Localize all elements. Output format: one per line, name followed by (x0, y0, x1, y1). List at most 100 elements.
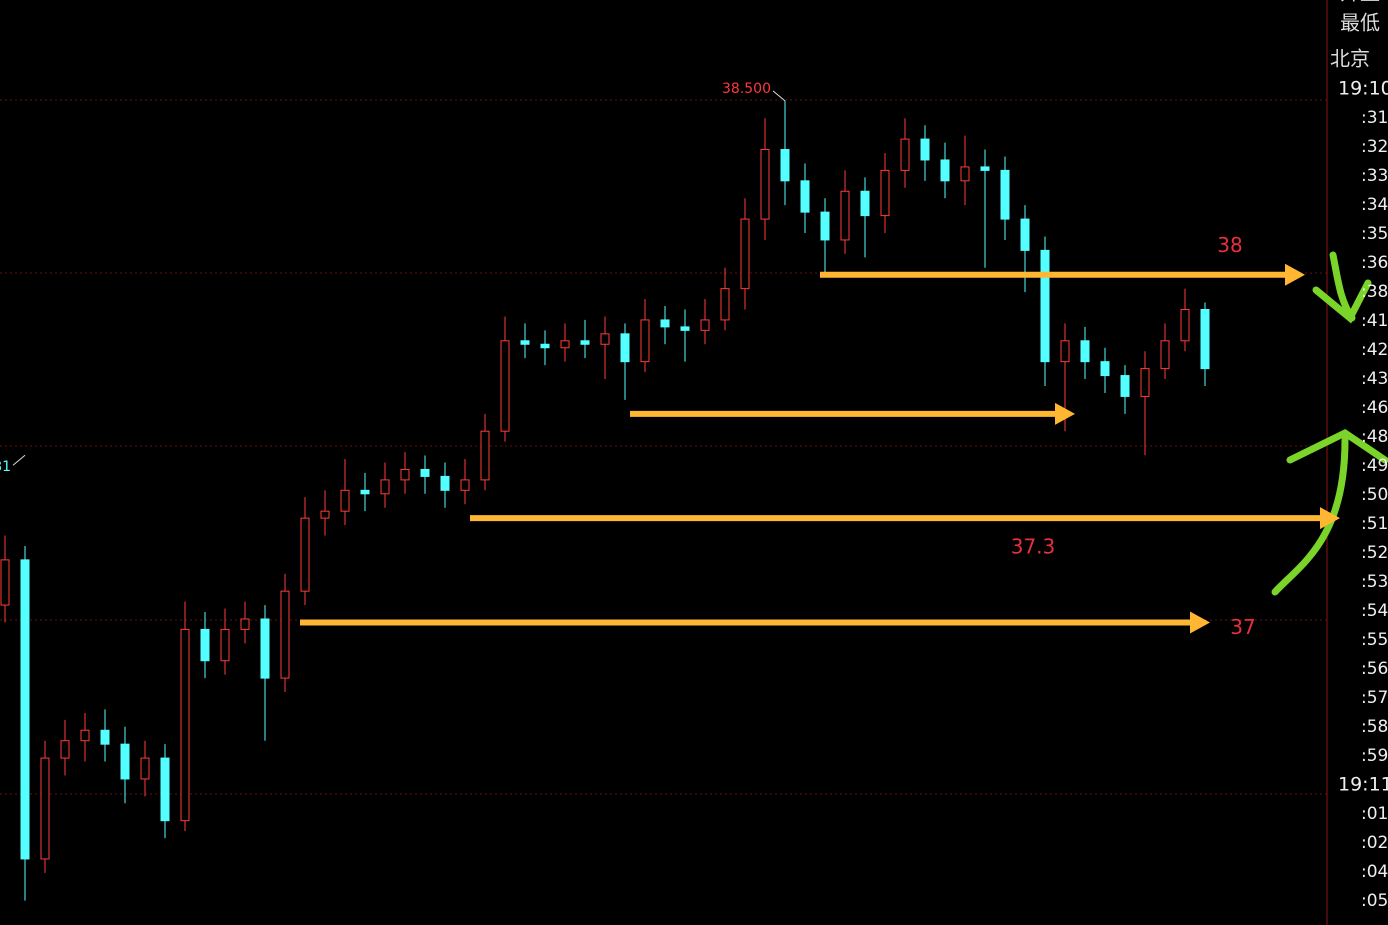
candle-body (560, 340, 570, 349)
time-label: :35 (1361, 224, 1388, 244)
level-label: 37 (1230, 615, 1255, 639)
candle-body (40, 757, 50, 860)
candle-body (1040, 249, 1050, 363)
candle-body (620, 333, 630, 363)
time-label: 19:10 (1338, 78, 1388, 100)
candle-body (20, 559, 30, 860)
time-label: :02 (1361, 833, 1388, 853)
side-label: 北京 (1330, 47, 1370, 71)
side-label: 最低 (1340, 11, 1380, 35)
candle-body (980, 166, 990, 171)
candles (0, 100, 1210, 901)
candle-body (220, 628, 230, 662)
candle-body (1140, 368, 1150, 397)
time-label: :33 (1361, 166, 1388, 186)
side-panel: 开盘最低北京 19:10 :31 :32 :33 :34 :35 :36 :38 :41 :42 :4… (1330, 0, 1388, 911)
hand-arrow (1286, 428, 1388, 464)
candle-body (480, 430, 490, 481)
hand-arrow (1312, 279, 1372, 324)
candle-body (920, 138, 930, 161)
candle-body (440, 475, 450, 491)
time-label: :01 (1361, 804, 1388, 824)
candle-body (340, 489, 350, 512)
candle-body (320, 510, 330, 519)
candle-body (360, 489, 370, 495)
level-label: 38 (1217, 233, 1242, 257)
candle-body (640, 319, 650, 363)
time-label: :52 (1361, 543, 1388, 563)
candle-body (240, 618, 250, 630)
candle-body (140, 757, 150, 780)
candle-body (1120, 375, 1130, 397)
time-label: :04 (1361, 862, 1388, 882)
candle-body (520, 340, 530, 345)
time-label: :46 (1361, 398, 1388, 418)
candle-body (1000, 169, 1010, 220)
candle-body (860, 190, 870, 217)
arrow-head (1285, 263, 1305, 286)
candle-body (420, 468, 430, 477)
candle-body (600, 333, 610, 345)
candle-body (100, 729, 110, 745)
time-label: :49 (1361, 456, 1388, 476)
time-label: 19:11 (1338, 774, 1388, 796)
candle-body (740, 218, 750, 290)
arrow-head (1320, 507, 1340, 530)
candle-body (0, 559, 10, 606)
candle-body (660, 319, 670, 328)
side-label: 开盘 (1340, 0, 1380, 5)
time-label: :55 (1361, 630, 1388, 650)
level-label: 37.3 (1011, 535, 1056, 559)
candle-body (840, 190, 850, 241)
hand-drawn-arrows (1271, 251, 1388, 596)
candle-body (1080, 340, 1090, 363)
candle-body (760, 149, 770, 220)
candle-body (800, 180, 810, 213)
time-label: :48 (1361, 427, 1388, 447)
candle-body (680, 326, 690, 331)
time-label: :59 (1361, 746, 1388, 766)
candle-body (540, 343, 550, 349)
time-label: :57 (1361, 688, 1388, 708)
arrow-head (1190, 611, 1210, 634)
time-label: :50 (1361, 485, 1388, 505)
hand-arrow (1271, 436, 1349, 596)
candle-body (260, 618, 270, 679)
candle-body (1180, 308, 1190, 342)
time-label: :38 (1361, 282, 1388, 302)
time-label: :58 (1361, 717, 1388, 737)
extreme-pointer (12, 454, 26, 466)
arrow-head (1055, 402, 1075, 425)
extreme-pointer (772, 90, 786, 102)
candle-body (1060, 340, 1070, 363)
candle-body (300, 517, 310, 592)
time-label: :36 (1361, 253, 1388, 273)
time-label: :05 (1361, 891, 1388, 911)
candle-body (1020, 218, 1030, 251)
candle-body (1100, 361, 1110, 377)
candle-body (820, 211, 830, 241)
candle-body (700, 319, 710, 331)
candle-body (400, 468, 410, 481)
time-label: :42 (1361, 340, 1388, 360)
candle-body (1200, 308, 1210, 370)
time-label: :32 (1361, 137, 1388, 157)
time-label: :31 (1361, 108, 1388, 128)
candle-body (780, 149, 790, 182)
time-label: :53 (1361, 572, 1388, 592)
candle-body (60, 740, 70, 759)
candle-body (580, 340, 590, 345)
candle-body (380, 479, 390, 495)
candle-body (500, 340, 510, 432)
time-label: :34 (1361, 195, 1388, 215)
candle-body (940, 159, 950, 182)
time-label: :56 (1361, 659, 1388, 679)
candle-body (720, 288, 730, 321)
time-label: :41 (1361, 311, 1388, 331)
candle-body (180, 628, 190, 822)
time-label: :54 (1361, 601, 1388, 621)
candle-body (900, 138, 910, 171)
